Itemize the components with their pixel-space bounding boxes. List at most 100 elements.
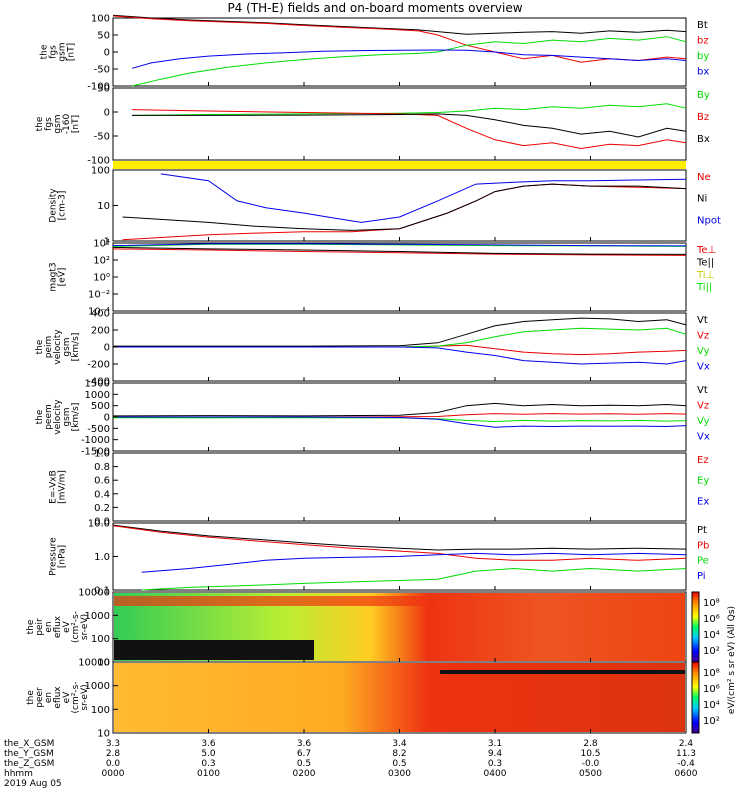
- y-axis-label: [cm-3]: [58, 191, 68, 221]
- colorbar-tick: 10⁴: [703, 700, 720, 711]
- y-tick-label: 1000: [85, 390, 110, 401]
- y-axis-label: velocity: [53, 399, 63, 435]
- y-tick-label: -100: [87, 82, 110, 93]
- spectrogram: [114, 663, 685, 732]
- colorbar-tick: 10²: [703, 646, 720, 657]
- series-line-0: [113, 317, 687, 347]
- y-tick-label: 500: [91, 401, 110, 412]
- series-line-2: [112, 417, 687, 423]
- y-axis-label: [mV/m]: [58, 470, 68, 504]
- legend-label: bz: [697, 36, 709, 47]
- legend-label: Ex: [697, 496, 709, 507]
- y-tick-label: 10000: [78, 588, 110, 599]
- y-axis-label: [nT]: [67, 43, 77, 61]
- series-line-0: [112, 248, 687, 256]
- x-tick-value: 0.5: [392, 759, 406, 769]
- x-tick-value: 3.6: [201, 739, 216, 749]
- y-axis-label: gsm: [62, 407, 72, 426]
- plot-title: P4 (TH-E) fields and on-board moments ov…: [227, 1, 522, 15]
- y-axis-label: [km/s]: [71, 403, 81, 432]
- x-row-label: hhmm: [4, 769, 33, 779]
- y-tick-label: 50: [97, 84, 110, 95]
- legend-label: Ne: [697, 172, 711, 183]
- legend-label: Vt: [697, 315, 708, 326]
- series-line-2: [141, 567, 687, 591]
- series-line-2: [113, 327, 687, 348]
- series-line-0: [112, 402, 687, 417]
- edge-band: [440, 670, 685, 674]
- y-axis-label: [eV]: [58, 268, 68, 287]
- colorbar-tick: 10⁶: [703, 614, 720, 625]
- y-tick-label: 1.0: [94, 552, 110, 563]
- y-tick-label: 10: [97, 729, 110, 740]
- legend-label: Vy: [697, 416, 710, 427]
- y-tick-label: 0: [104, 108, 110, 119]
- legend-label: By: [697, 90, 710, 101]
- y-tick-label: 1500: [85, 379, 110, 390]
- y-tick-label: 1000: [85, 681, 110, 692]
- x-row-label: the_X_GSM: [4, 739, 54, 749]
- high-flux-band: [114, 596, 437, 606]
- y-tick-label: -1500: [81, 447, 110, 458]
- legend-label: by: [697, 51, 709, 62]
- y-axis-label: gsm: [62, 337, 72, 356]
- y-tick-label: 0: [104, 343, 110, 354]
- low-count-band: [114, 640, 314, 660]
- panel-pressure: [112, 522, 687, 591]
- y-axis-label: en: [44, 692, 54, 703]
- x-tick-value: 3.6: [297, 739, 312, 749]
- y-tick-label: 10⁻⁴: [88, 307, 110, 318]
- series-line-1: [132, 109, 687, 150]
- y-tick-label: 1.0: [94, 449, 110, 460]
- legend-label: Vx: [697, 432, 710, 443]
- y-tick-label: -50: [94, 132, 110, 143]
- y-axis-label: Pressure: [49, 537, 59, 576]
- y-axis-label: the: [35, 409, 45, 424]
- y-axis-label: eflux: [53, 615, 63, 638]
- x-tick-value: 0.3: [201, 759, 215, 769]
- x-tick-value: 11.3: [676, 749, 696, 759]
- x-tick-value: 0500: [579, 769, 602, 779]
- y-axis-label: [km/s]: [71, 333, 81, 362]
- legend-label: Te||: [696, 257, 714, 268]
- y-tick-label: 100: [91, 705, 110, 716]
- y-tick-label: 10²: [93, 256, 110, 267]
- y-axis-label: -160: [62, 114, 72, 135]
- colorbar-label: eV/(cm² s sr eV) (All Qs): [727, 606, 737, 714]
- y-axis-label: peem: [44, 404, 54, 430]
- x-tick-value: 8.2: [392, 749, 406, 759]
- y-tick-label: -1000: [81, 435, 110, 446]
- panel-peem_velocity: [112, 382, 687, 452]
- y-axis-label: [nPa]: [58, 545, 68, 568]
- x-tick-value: 3.4: [392, 739, 407, 749]
- x-tick-value: 0000: [102, 769, 125, 779]
- series-line-2: [131, 36, 687, 87]
- legend-label: Ti⊥: [696, 270, 714, 281]
- panel-frame: [112, 452, 687, 522]
- series-line-1: [112, 525, 687, 561]
- y-tick-label: 0.1: [94, 586, 110, 597]
- y-axis-label: peer: [35, 687, 45, 708]
- y-axis-label: sr-eV): [80, 684, 90, 710]
- colorbar-tick: 10⁶: [703, 684, 720, 695]
- series-line-0: [112, 524, 687, 551]
- y-tick-label: -50: [94, 65, 110, 76]
- x-tick-value: 0100: [197, 769, 220, 779]
- y-tick-label: 100: [91, 634, 110, 645]
- x-tick-value: -0.4: [677, 759, 695, 769]
- y-axis-label: eV: [62, 620, 72, 633]
- legend-label: Te⊥: [696, 245, 716, 256]
- y-axis-label: gsm: [58, 42, 68, 61]
- x-row-label: 2019 Aug 05: [4, 779, 62, 789]
- series-line-4: [112, 243, 687, 247]
- y-tick-label: -100: [87, 156, 110, 167]
- series-line-3: [131, 49, 687, 69]
- y-axis-label: (cm²-s-: [71, 611, 81, 643]
- y-tick-label: 10⁻²: [88, 290, 110, 301]
- y-axis-label: eV: [62, 691, 72, 704]
- y-tick-label: 0.6: [94, 476, 110, 487]
- y-axis-label: E=-VxB: [49, 470, 59, 504]
- x-tick-value: 9.4: [488, 749, 503, 759]
